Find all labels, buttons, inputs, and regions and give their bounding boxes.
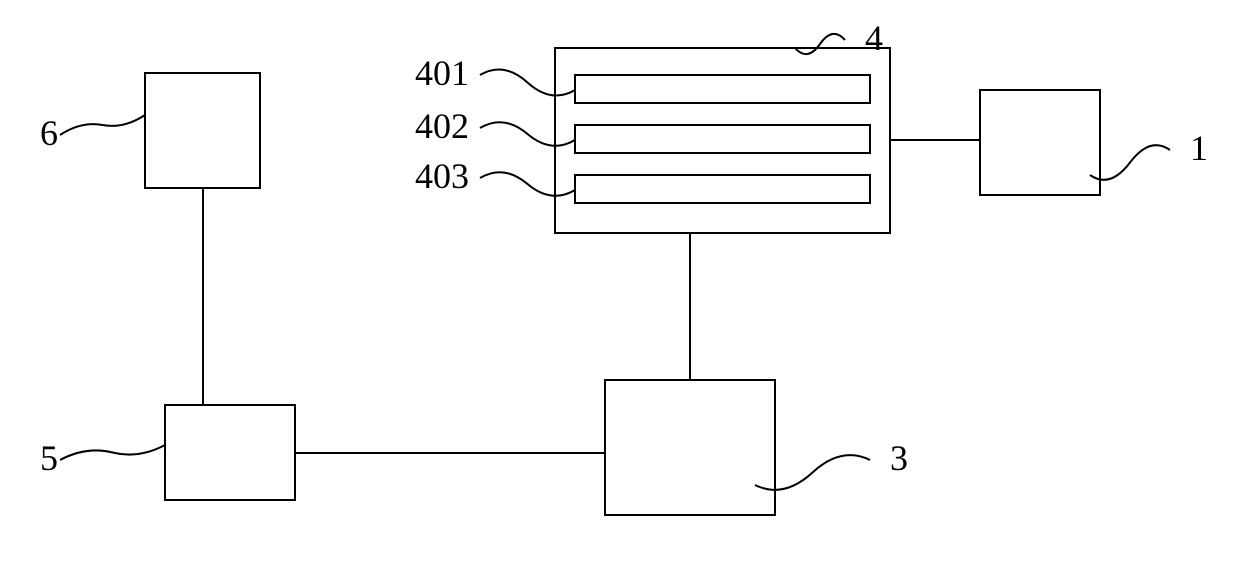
block-box6: [145, 73, 260, 188]
block-box1: [980, 90, 1100, 195]
block-inner401: [575, 75, 870, 103]
leader-box4: [795, 34, 845, 54]
block-inner403: [575, 175, 870, 203]
block-diagram: 6 5 3 1 4 401 402 403: [0, 0, 1240, 567]
label-box6: 6: [40, 113, 58, 153]
leader-box1: [1090, 145, 1170, 180]
block-box5: [165, 405, 295, 500]
label-box4: 4: [865, 18, 883, 58]
block-inner402: [575, 125, 870, 153]
leader-box6: [60, 115, 145, 135]
block-box3: [605, 380, 775, 515]
label-box1: 1: [1190, 128, 1208, 168]
label-box5: 5: [40, 438, 58, 478]
label-inner401: 401: [415, 53, 469, 93]
label-inner403: 403: [415, 156, 469, 196]
leader-inner402: [480, 122, 575, 146]
leader-inner401: [480, 69, 575, 95]
leader-box3: [755, 455, 870, 490]
leader-inner403: [480, 172, 575, 196]
label-inner402: 402: [415, 106, 469, 146]
label-box3: 3: [890, 438, 908, 478]
leader-box5: [60, 445, 165, 460]
